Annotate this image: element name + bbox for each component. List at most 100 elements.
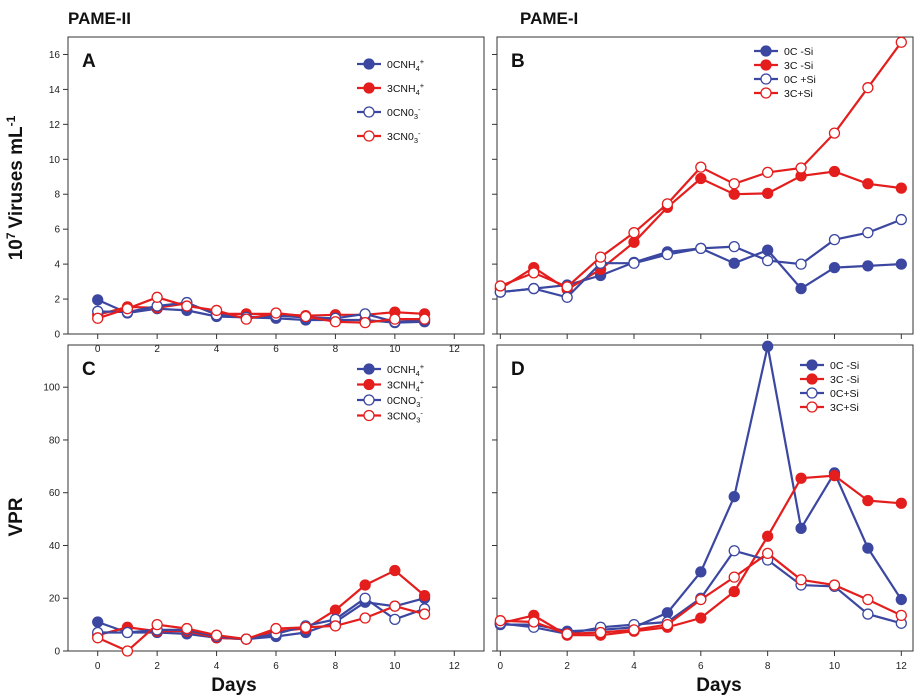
data-point (389, 313, 401, 325)
data-point (181, 300, 193, 312)
data-point (762, 547, 774, 560)
y-tick-label: 8 (54, 190, 60, 201)
legend-marker (760, 59, 772, 71)
x-tick-label: 0 (95, 344, 101, 355)
data-point (762, 254, 774, 267)
data-point (628, 227, 640, 239)
header-left: PAME-II (68, 9, 131, 28)
panel-letter: C (82, 359, 96, 380)
data-point (728, 571, 740, 583)
x-tick-label: 6 (698, 661, 704, 672)
data-point (795, 258, 807, 270)
data-point (828, 234, 841, 246)
legend-marker (806, 359, 818, 371)
data-point (561, 628, 573, 640)
x-tick-label: 8 (765, 661, 771, 672)
legend-label: 3C -Si (830, 374, 859, 386)
y-label-main: Viruses mL (6, 126, 27, 228)
x-tick-label: 10 (829, 661, 841, 672)
data-point (151, 618, 163, 631)
data-point (828, 579, 841, 591)
data-point (862, 542, 874, 554)
panel-b: B 0C -Si 3C -Si 0C +Si 3C+Si (492, 36, 914, 339)
data-point (92, 632, 104, 644)
legend-label: 0C -Si (784, 46, 813, 58)
legend-label: 0CNH4+ (387, 362, 425, 378)
data-point (329, 316, 342, 328)
y-tick-label: 10 (49, 155, 61, 166)
panel-d: D 0 2 4 6 8 10 12 0C -Si 3C -Si 0C+Si 3C+Si (492, 340, 914, 672)
series-line (97, 298, 425, 324)
data-point (389, 564, 401, 577)
series-line (500, 474, 902, 637)
data-point (828, 165, 841, 178)
data-point (728, 491, 740, 503)
panel-letter: A (82, 51, 96, 72)
x-tick-label: 2 (154, 661, 160, 672)
series-line (499, 170, 902, 291)
data-point (240, 633, 252, 645)
data-point (661, 618, 674, 631)
data-point (895, 609, 907, 622)
plot-frame (496, 36, 914, 335)
data-point (862, 260, 874, 272)
data-point (795, 162, 807, 174)
data-point (728, 240, 740, 253)
data-point (695, 593, 707, 606)
x-tick-label: 4 (214, 344, 220, 355)
legend-label: 0CN03- (387, 105, 421, 121)
data-point (418, 608, 431, 620)
x-tick-label: 2 (154, 344, 160, 355)
y-tick-label: 40 (49, 541, 61, 552)
data-point (494, 280, 506, 292)
y-label-unit-exponent: -1 (4, 115, 18, 126)
legend-marker (363, 130, 375, 142)
data-point (528, 282, 540, 295)
data-point (695, 242, 707, 255)
y-tick-label: 0 (54, 330, 60, 341)
x-tick-label: 4 (214, 661, 220, 672)
panel-letter: B (511, 51, 525, 72)
data-point (895, 36, 907, 48)
data-point (795, 282, 807, 295)
legend-marker (363, 106, 375, 118)
x-tick-label: 6 (273, 344, 279, 355)
data-point (418, 313, 431, 325)
legend-label: 3CNH4+ (387, 377, 425, 393)
data-point (210, 304, 223, 317)
legend-label: 3C+Si (830, 402, 859, 414)
data-point (828, 127, 841, 139)
data-point (359, 612, 371, 624)
legend-label: 0CNH4+ (387, 57, 425, 73)
x-tick-label: 10 (389, 344, 401, 355)
legend-label: 3CN03- (387, 129, 421, 145)
data-point (895, 497, 907, 509)
legend-label: 0C+Si (830, 388, 859, 400)
data-point (862, 178, 874, 190)
data-point (628, 236, 640, 248)
x-tick-label: 12 (449, 344, 461, 355)
data-point (300, 621, 312, 633)
data-point (795, 574, 807, 586)
legend-label: 3CNH4+ (387, 81, 425, 97)
panel-c: C0 2 4 6 8 10 120204060801000CNH4+3CNH4+0CNO3-… (43, 344, 485, 672)
data-point (300, 310, 312, 323)
x-tick-label: 0 (498, 661, 504, 672)
y-tick-label: 20 (49, 594, 61, 605)
data-point (895, 258, 907, 270)
data-point (862, 227, 874, 239)
legend-marker (760, 45, 772, 57)
data-point (121, 626, 134, 639)
data-point (661, 248, 674, 261)
legend-marker (363, 82, 375, 94)
legend-label: 3C+Si (784, 88, 813, 100)
legend-marker (760, 87, 772, 99)
legend-marker (760, 73, 772, 85)
legend-label: 3C -Si (784, 60, 813, 72)
data-point (862, 593, 874, 606)
data-point (270, 307, 282, 319)
data-point (895, 593, 907, 606)
data-point (418, 589, 431, 602)
data-point (594, 626, 607, 639)
legend-marker (363, 378, 375, 391)
